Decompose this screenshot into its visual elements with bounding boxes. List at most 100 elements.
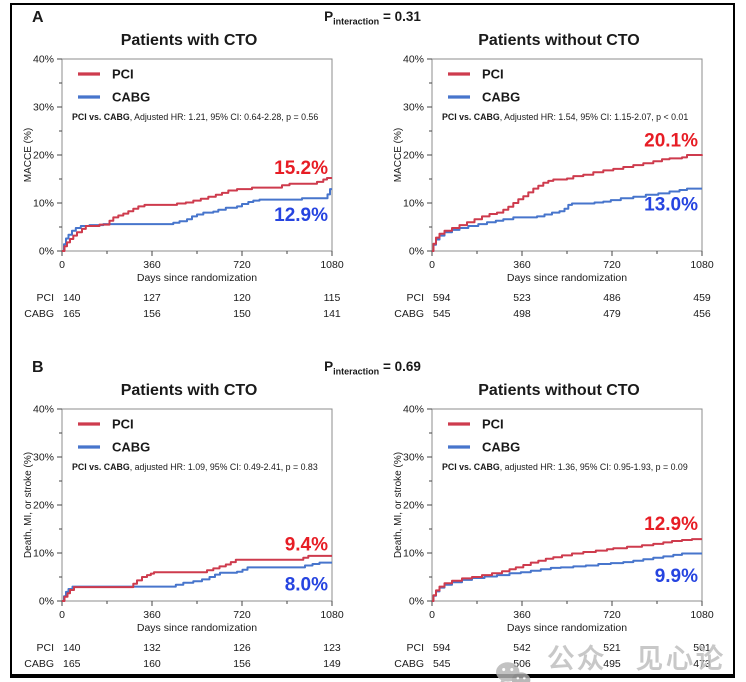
p-symbol: P <box>324 359 334 374</box>
figure-frame: A Pinteraction = 0.31 Patients with CTO … <box>10 3 735 682</box>
svg-text:1080: 1080 <box>320 259 344 271</box>
svg-text:CABG: CABG <box>24 308 54 320</box>
svg-text:126: 126 <box>233 642 251 654</box>
panel-label-a: A <box>32 9 44 26</box>
svg-text:1080: 1080 <box>320 609 344 621</box>
svg-text:9.4%: 9.4% <box>285 535 328 556</box>
p-interaction-b: Pinteraction = 0.69 <box>12 359 733 377</box>
svg-text:CABG: CABG <box>24 658 54 670</box>
svg-text:20%: 20% <box>403 150 424 162</box>
svg-text:12.9%: 12.9% <box>644 514 698 535</box>
svg-text:PCI vs. CABG, Adjusted HR: 1.2: PCI vs. CABG, Adjusted HR: 1.21, 95% CI:… <box>72 112 318 122</box>
svg-text:30%: 30% <box>33 452 54 464</box>
svg-text:720: 720 <box>233 609 251 621</box>
svg-text:Days since randomization: Days since randomization <box>507 272 627 284</box>
svg-text:10%: 10% <box>403 198 424 210</box>
svg-text:15.2%: 15.2% <box>274 158 328 179</box>
km-plot: 0% 10% 20% 30% 40% 0 360 720 1080 Days since rand… <box>23 404 344 671</box>
svg-text:PCI: PCI <box>406 292 424 304</box>
svg-text:13.0%: 13.0% <box>644 195 698 216</box>
svg-text:9.9%: 9.9% <box>655 566 698 587</box>
svg-text:156: 156 <box>143 308 161 320</box>
chart-title: Patients without CTO <box>478 382 640 399</box>
svg-text:CABG: CABG <box>394 308 424 320</box>
svg-text:20%: 20% <box>403 500 424 512</box>
svg-text:115: 115 <box>324 292 341 304</box>
svg-text:1080: 1080 <box>690 609 714 621</box>
svg-text:Days since randomization: Days since randomization <box>137 272 257 284</box>
km-plot: 0% 10% 20% 30% 40% 0 360 720 1080 Days since rand… <box>393 404 714 671</box>
svg-text:PCI: PCI <box>36 292 54 304</box>
svg-text:473: 473 <box>693 658 711 670</box>
svg-text:498: 498 <box>513 308 531 320</box>
svg-text:459: 459 <box>693 292 711 304</box>
svg-text:8.0%: 8.0% <box>285 574 328 595</box>
svg-text:0: 0 <box>429 609 435 621</box>
svg-text:123: 123 <box>323 642 341 654</box>
svg-text:486: 486 <box>603 292 621 304</box>
svg-text:Days since randomization: Days since randomization <box>137 622 257 634</box>
svg-text:PCI: PCI <box>482 417 504 432</box>
svg-text:521: 521 <box>603 642 621 654</box>
svg-text:PCI: PCI <box>112 417 134 432</box>
svg-text:141: 141 <box>323 308 341 320</box>
svg-text:720: 720 <box>233 259 251 271</box>
svg-text:160: 160 <box>143 658 161 670</box>
svg-text:PCI vs. CABG, adjusted HR: 1.3: PCI vs. CABG, adjusted HR: 1.36, 95% CI:… <box>442 462 688 472</box>
svg-text:165: 165 <box>63 658 81 670</box>
svg-text:PCI vs. CABG, adjusted HR: 1.0: PCI vs. CABG, adjusted HR: 1.09, 95% CI:… <box>72 462 318 472</box>
svg-text:140: 140 <box>63 292 81 304</box>
svg-text:PCI vs. CABG, Adjusted HR: 1.5: PCI vs. CABG, Adjusted HR: 1.54, 95% CI:… <box>442 112 688 122</box>
svg-text:545: 545 <box>433 658 451 670</box>
chart-title: Patients with CTO <box>120 382 258 399</box>
svg-text:CABG: CABG <box>112 90 150 105</box>
p-value: = 0.31 <box>382 9 421 24</box>
svg-text:10%: 10% <box>33 198 54 210</box>
svg-text:360: 360 <box>513 609 531 621</box>
svg-text:0%: 0% <box>409 246 424 258</box>
chart-b-without-cto: Patients without CTO 0% 10% 20% 30% 40% 0 360 7… <box>390 381 714 673</box>
svg-text:495: 495 <box>603 658 621 670</box>
svg-text:20.1%: 20.1% <box>644 130 698 151</box>
svg-text:0%: 0% <box>39 596 54 608</box>
svg-text:360: 360 <box>143 259 161 271</box>
svg-text:20%: 20% <box>33 150 54 162</box>
svg-text:479: 479 <box>603 308 621 320</box>
svg-text:140: 140 <box>63 642 81 654</box>
svg-text:720: 720 <box>603 609 621 621</box>
p-value: = 0.69 <box>382 359 421 374</box>
svg-text:40%: 40% <box>403 54 424 66</box>
svg-text:0: 0 <box>59 609 65 621</box>
svg-text:594: 594 <box>433 642 451 654</box>
svg-text:545: 545 <box>433 308 451 320</box>
panel-label-b: B <box>32 359 44 376</box>
svg-text:120: 120 <box>233 292 251 304</box>
svg-text:10%: 10% <box>403 548 424 560</box>
p-subscript: interaction <box>333 366 380 377</box>
km-plot: 0% 10% 20% 30% 40% 0 360 720 1080 Days since rand… <box>393 54 714 321</box>
svg-text:PCI: PCI <box>406 642 424 654</box>
svg-text:CABG: CABG <box>482 90 520 105</box>
svg-text:12.9%: 12.9% <box>274 205 328 226</box>
chart-b-with-cto: Patients with CTO 0% 10% 20% 30% 40% 0 360 720 1… <box>20 381 344 673</box>
svg-text:CABG: CABG <box>112 440 150 455</box>
svg-text:PCI: PCI <box>482 67 504 82</box>
chart-a-with-cto: Patients with CTO 0% 10% 20% 30% 40% 0 360 720 1… <box>20 31 344 323</box>
svg-text:20%: 20% <box>33 500 54 512</box>
svg-text:PCI: PCI <box>36 642 54 654</box>
p-symbol: P <box>324 9 334 24</box>
svg-text:456: 456 <box>693 308 711 320</box>
svg-text:CABG: CABG <box>394 658 424 670</box>
svg-text:MACCE (%): MACCE (%) <box>393 128 404 182</box>
svg-text:0%: 0% <box>39 246 54 258</box>
svg-text:594: 594 <box>433 292 451 304</box>
svg-text:523: 523 <box>513 292 531 304</box>
svg-text:0: 0 <box>59 259 65 271</box>
svg-text:127: 127 <box>143 292 161 304</box>
svg-text:40%: 40% <box>33 404 54 416</box>
p-interaction-a: Pinteraction = 0.31 <box>12 9 733 27</box>
svg-text:40%: 40% <box>33 54 54 66</box>
svg-text:30%: 30% <box>403 102 424 114</box>
svg-text:MACCE (%): MACCE (%) <box>23 128 34 182</box>
svg-text:0: 0 <box>429 259 435 271</box>
